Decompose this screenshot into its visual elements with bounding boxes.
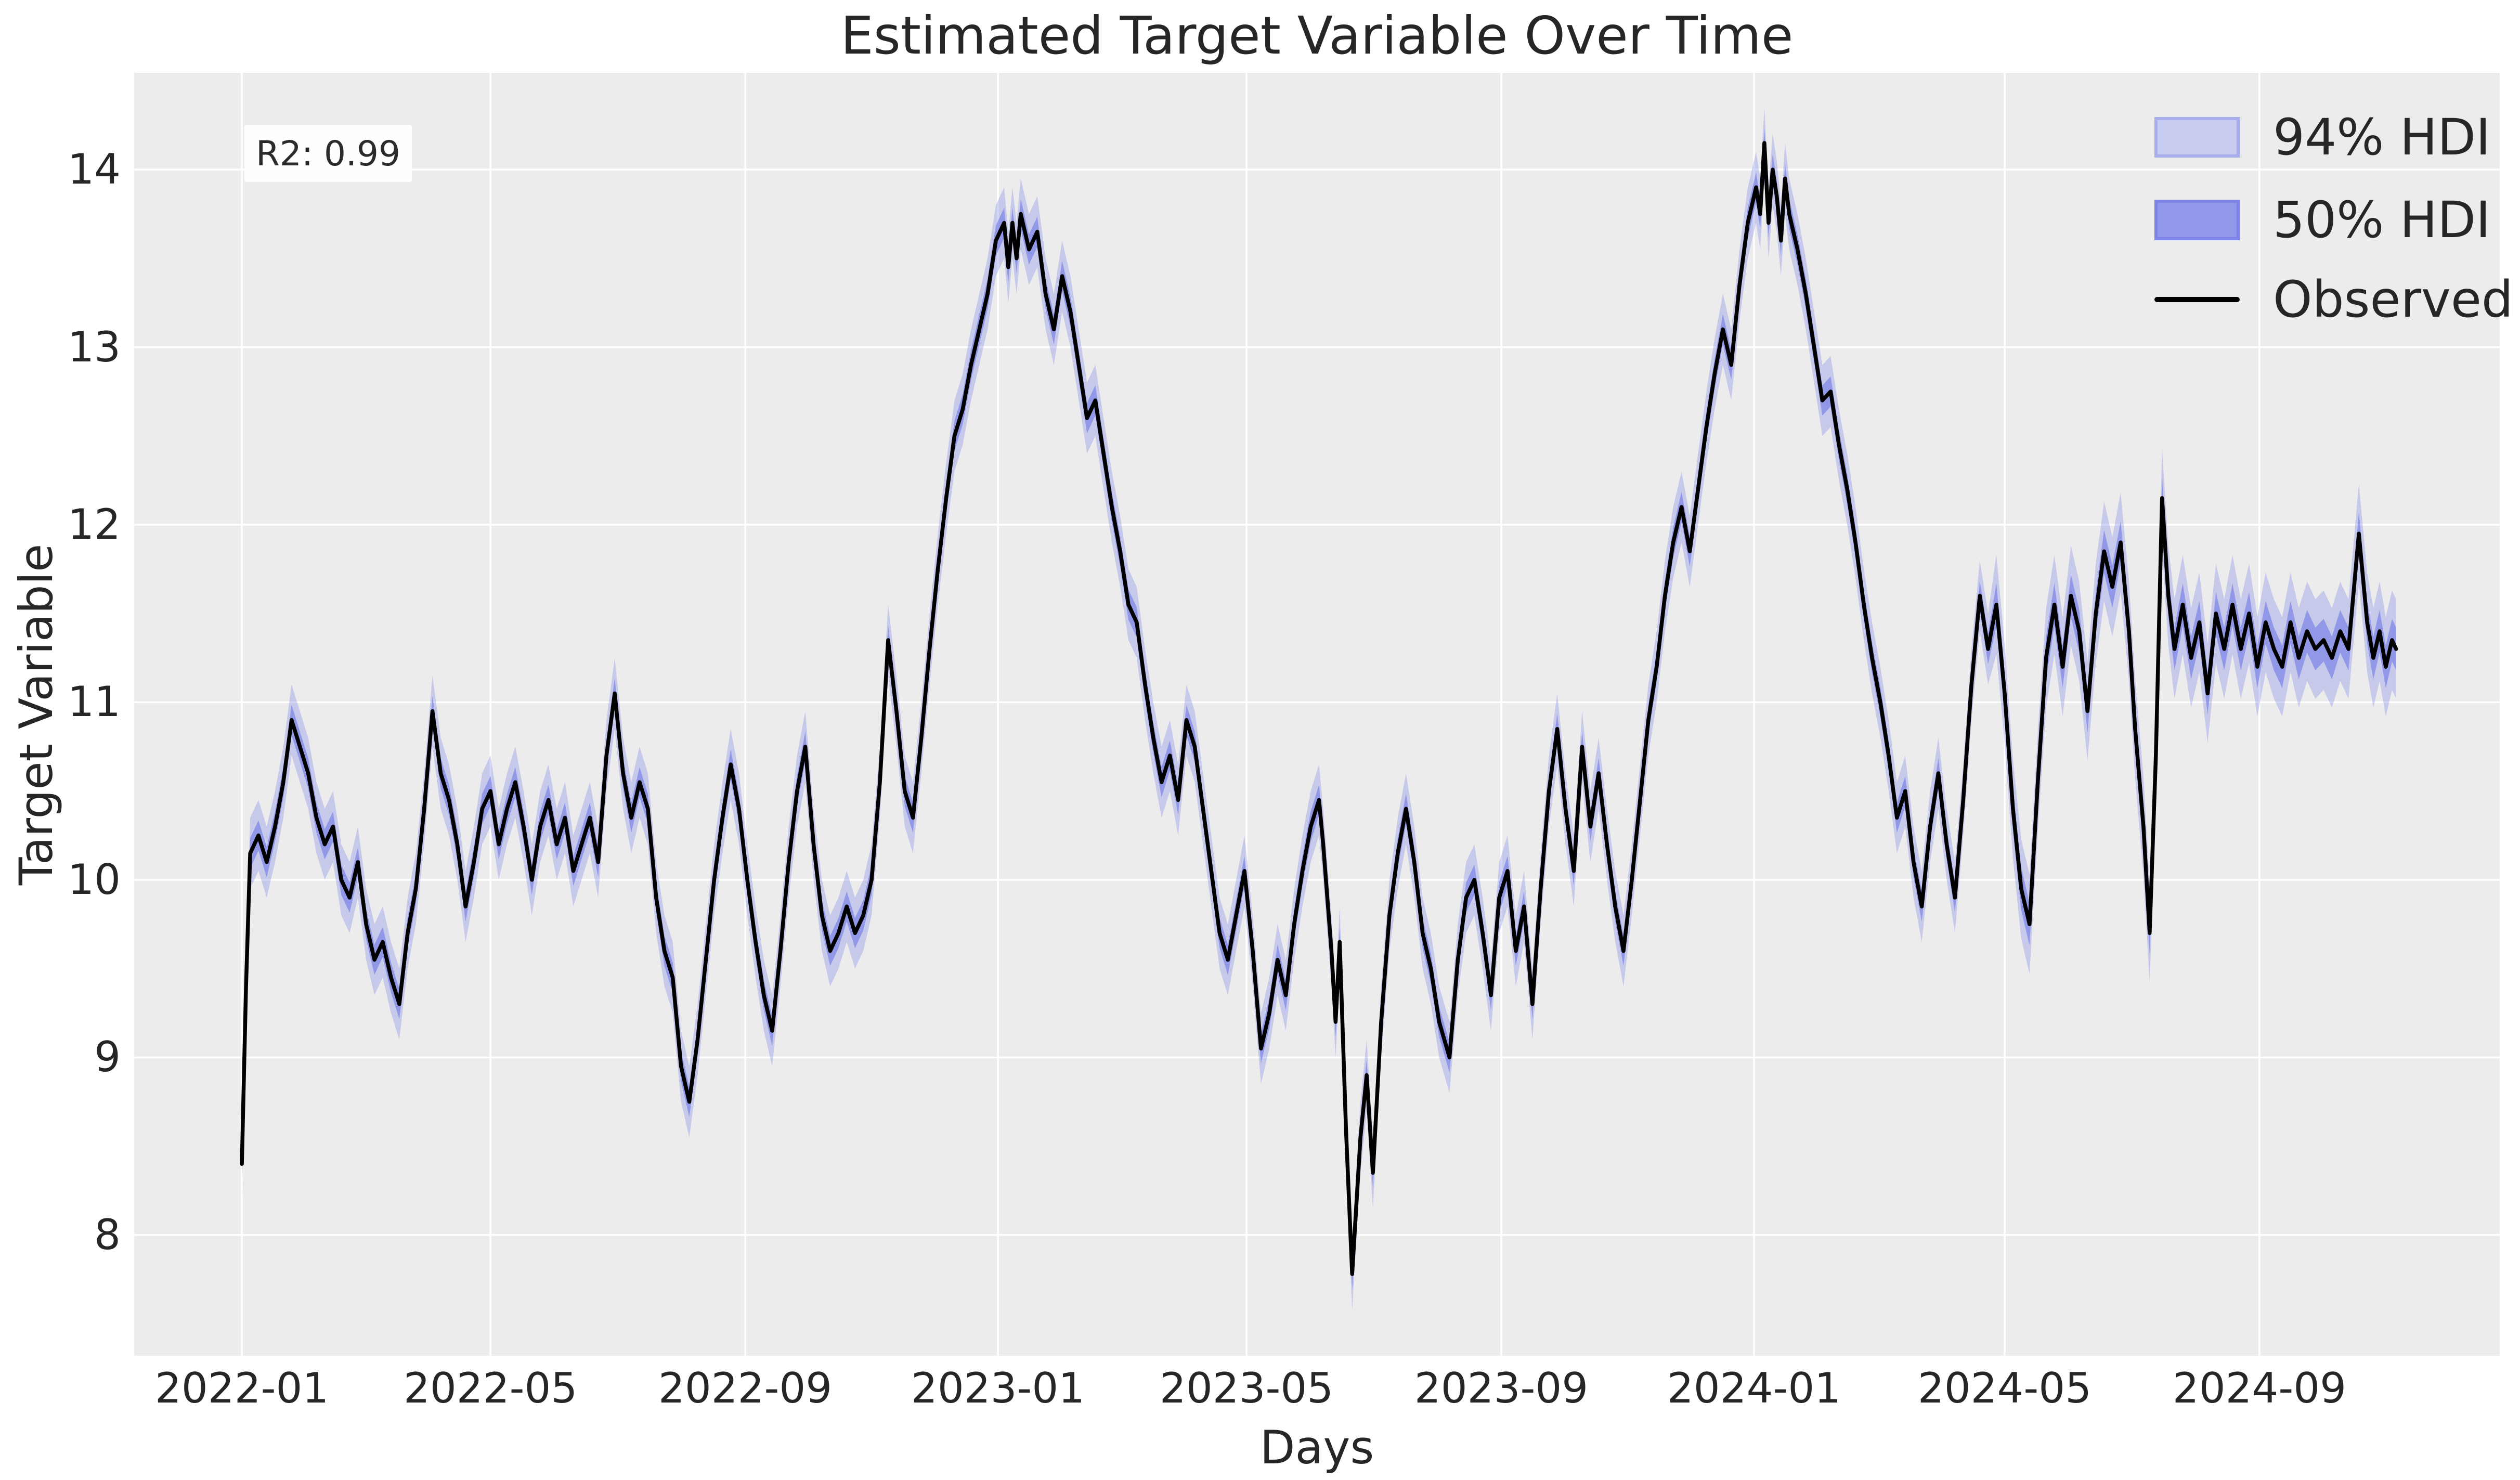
x-tick-label: 2023-09	[1414, 1364, 1589, 1412]
chart-title: Estimated Target Variable Over Time	[840, 5, 1794, 66]
x-tick-label: 2022-01	[154, 1364, 329, 1412]
x-tick-label: 2022-09	[658, 1364, 833, 1412]
y-tick-label: 11	[68, 678, 121, 726]
legend-label-94-hdi: 94% HDI	[2273, 108, 2491, 166]
hdi-50-swatch-icon	[2154, 200, 2240, 240]
hdi-94-swatch-icon	[2154, 117, 2240, 158]
x-axis-label: Days	[1259, 1421, 1374, 1474]
x-tick-label: 2023-05	[1159, 1364, 1334, 1412]
legend-label-observed: Observed	[2273, 270, 2513, 329]
observed-line	[240, 141, 2398, 1276]
y-tick-label: 13	[68, 322, 121, 371]
legend-label-50-hdi: 50% HDI	[2273, 191, 2491, 249]
x-tick-label: 2024-05	[1917, 1364, 2092, 1412]
x-tick-label: 2024-01	[1667, 1364, 1841, 1412]
y-tick-label: 14	[68, 145, 121, 194]
x-tick-label: 2023-01	[911, 1364, 1085, 1412]
plot-background	[134, 73, 2500, 1356]
legend-item-94-hdi: 94% HDI	[2154, 112, 2490, 162]
r2-annotation: R2: 0.99	[244, 125, 412, 182]
y-tick-label: 8	[94, 1210, 121, 1259]
legend-item-observed: Observed	[2154, 275, 2513, 324]
observed-line-swatch-icon	[2154, 297, 2240, 302]
x-tick-label: 2024-09	[2172, 1364, 2347, 1412]
legend-item-50-hdi: 50% HDI	[2154, 195, 2490, 245]
y-tick-label: 10	[68, 855, 121, 904]
x-tick-label: 2022-05	[403, 1364, 578, 1412]
r2-annotation-text: R2: 0.99	[255, 133, 401, 174]
y-tick-label: 9	[94, 1033, 121, 1082]
y-tick-label: 12	[68, 500, 121, 549]
